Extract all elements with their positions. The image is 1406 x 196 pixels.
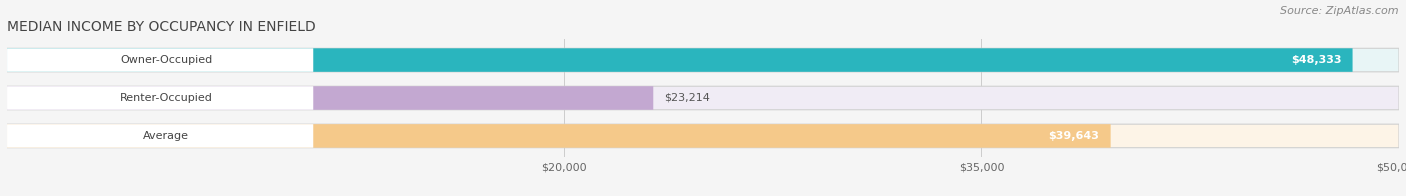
- Text: Renter-Occupied: Renter-Occupied: [120, 93, 212, 103]
- FancyBboxPatch shape: [7, 48, 1353, 72]
- Text: Owner-Occupied: Owner-Occupied: [120, 55, 212, 65]
- FancyBboxPatch shape: [7, 86, 654, 110]
- Text: Source: ZipAtlas.com: Source: ZipAtlas.com: [1281, 6, 1399, 16]
- FancyBboxPatch shape: [7, 48, 1399, 72]
- Text: Average: Average: [143, 131, 190, 141]
- FancyBboxPatch shape: [7, 86, 1399, 110]
- FancyBboxPatch shape: [7, 48, 314, 72]
- Text: MEDIAN INCOME BY OCCUPANCY IN ENFIELD: MEDIAN INCOME BY OCCUPANCY IN ENFIELD: [7, 20, 316, 34]
- FancyBboxPatch shape: [7, 124, 314, 148]
- Text: $39,643: $39,643: [1049, 131, 1099, 141]
- Text: $48,333: $48,333: [1291, 55, 1341, 65]
- FancyBboxPatch shape: [7, 124, 1111, 148]
- Text: $23,214: $23,214: [665, 93, 710, 103]
- FancyBboxPatch shape: [7, 86, 314, 110]
- FancyBboxPatch shape: [7, 124, 1399, 148]
